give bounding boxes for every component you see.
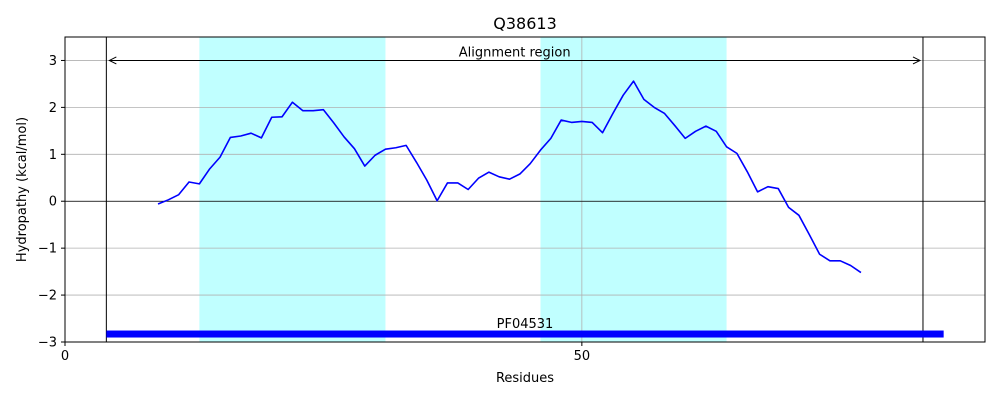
highlight-region-2 <box>540 37 727 342</box>
y-tick-label: −3 <box>38 336 57 351</box>
y-tick-label: 2 <box>49 101 57 116</box>
alignment-arrow-right-head <box>912 56 922 65</box>
y-tick-label: 1 <box>49 148 57 163</box>
domain-bar-label: PF04531 <box>497 317 554 332</box>
series-layer <box>157 80 862 274</box>
alignment-region-label: Alignment region <box>459 45 571 60</box>
y-tick-label: −1 <box>38 242 57 257</box>
y-tick-label: −2 <box>38 289 57 304</box>
x-tick-label: 0 <box>61 349 69 364</box>
plot-frame <box>64 36 986 343</box>
y-tick-label: 0 <box>49 195 57 210</box>
highlight-region-1 <box>199 37 386 342</box>
annotations: Alignment region PF04531 <box>106 45 944 338</box>
chart-title: Q38613 <box>493 14 557 33</box>
axis-ticks: −3 −2 −1 0 1 2 3 0 50 <box>38 54 590 364</box>
x-tick-label: 50 <box>574 349 591 364</box>
y-tick-label: 3 <box>49 54 57 69</box>
y-axis-label: Hydropathy (kcal/mol) <box>15 117 30 262</box>
reference-lines <box>65 37 985 342</box>
highlight-regions <box>199 37 727 342</box>
alignment-arrow-left-head <box>108 56 117 65</box>
hydropathy-line <box>157 80 862 274</box>
domain-bar <box>106 330 944 338</box>
x-axis-label: Residues <box>496 371 554 386</box>
